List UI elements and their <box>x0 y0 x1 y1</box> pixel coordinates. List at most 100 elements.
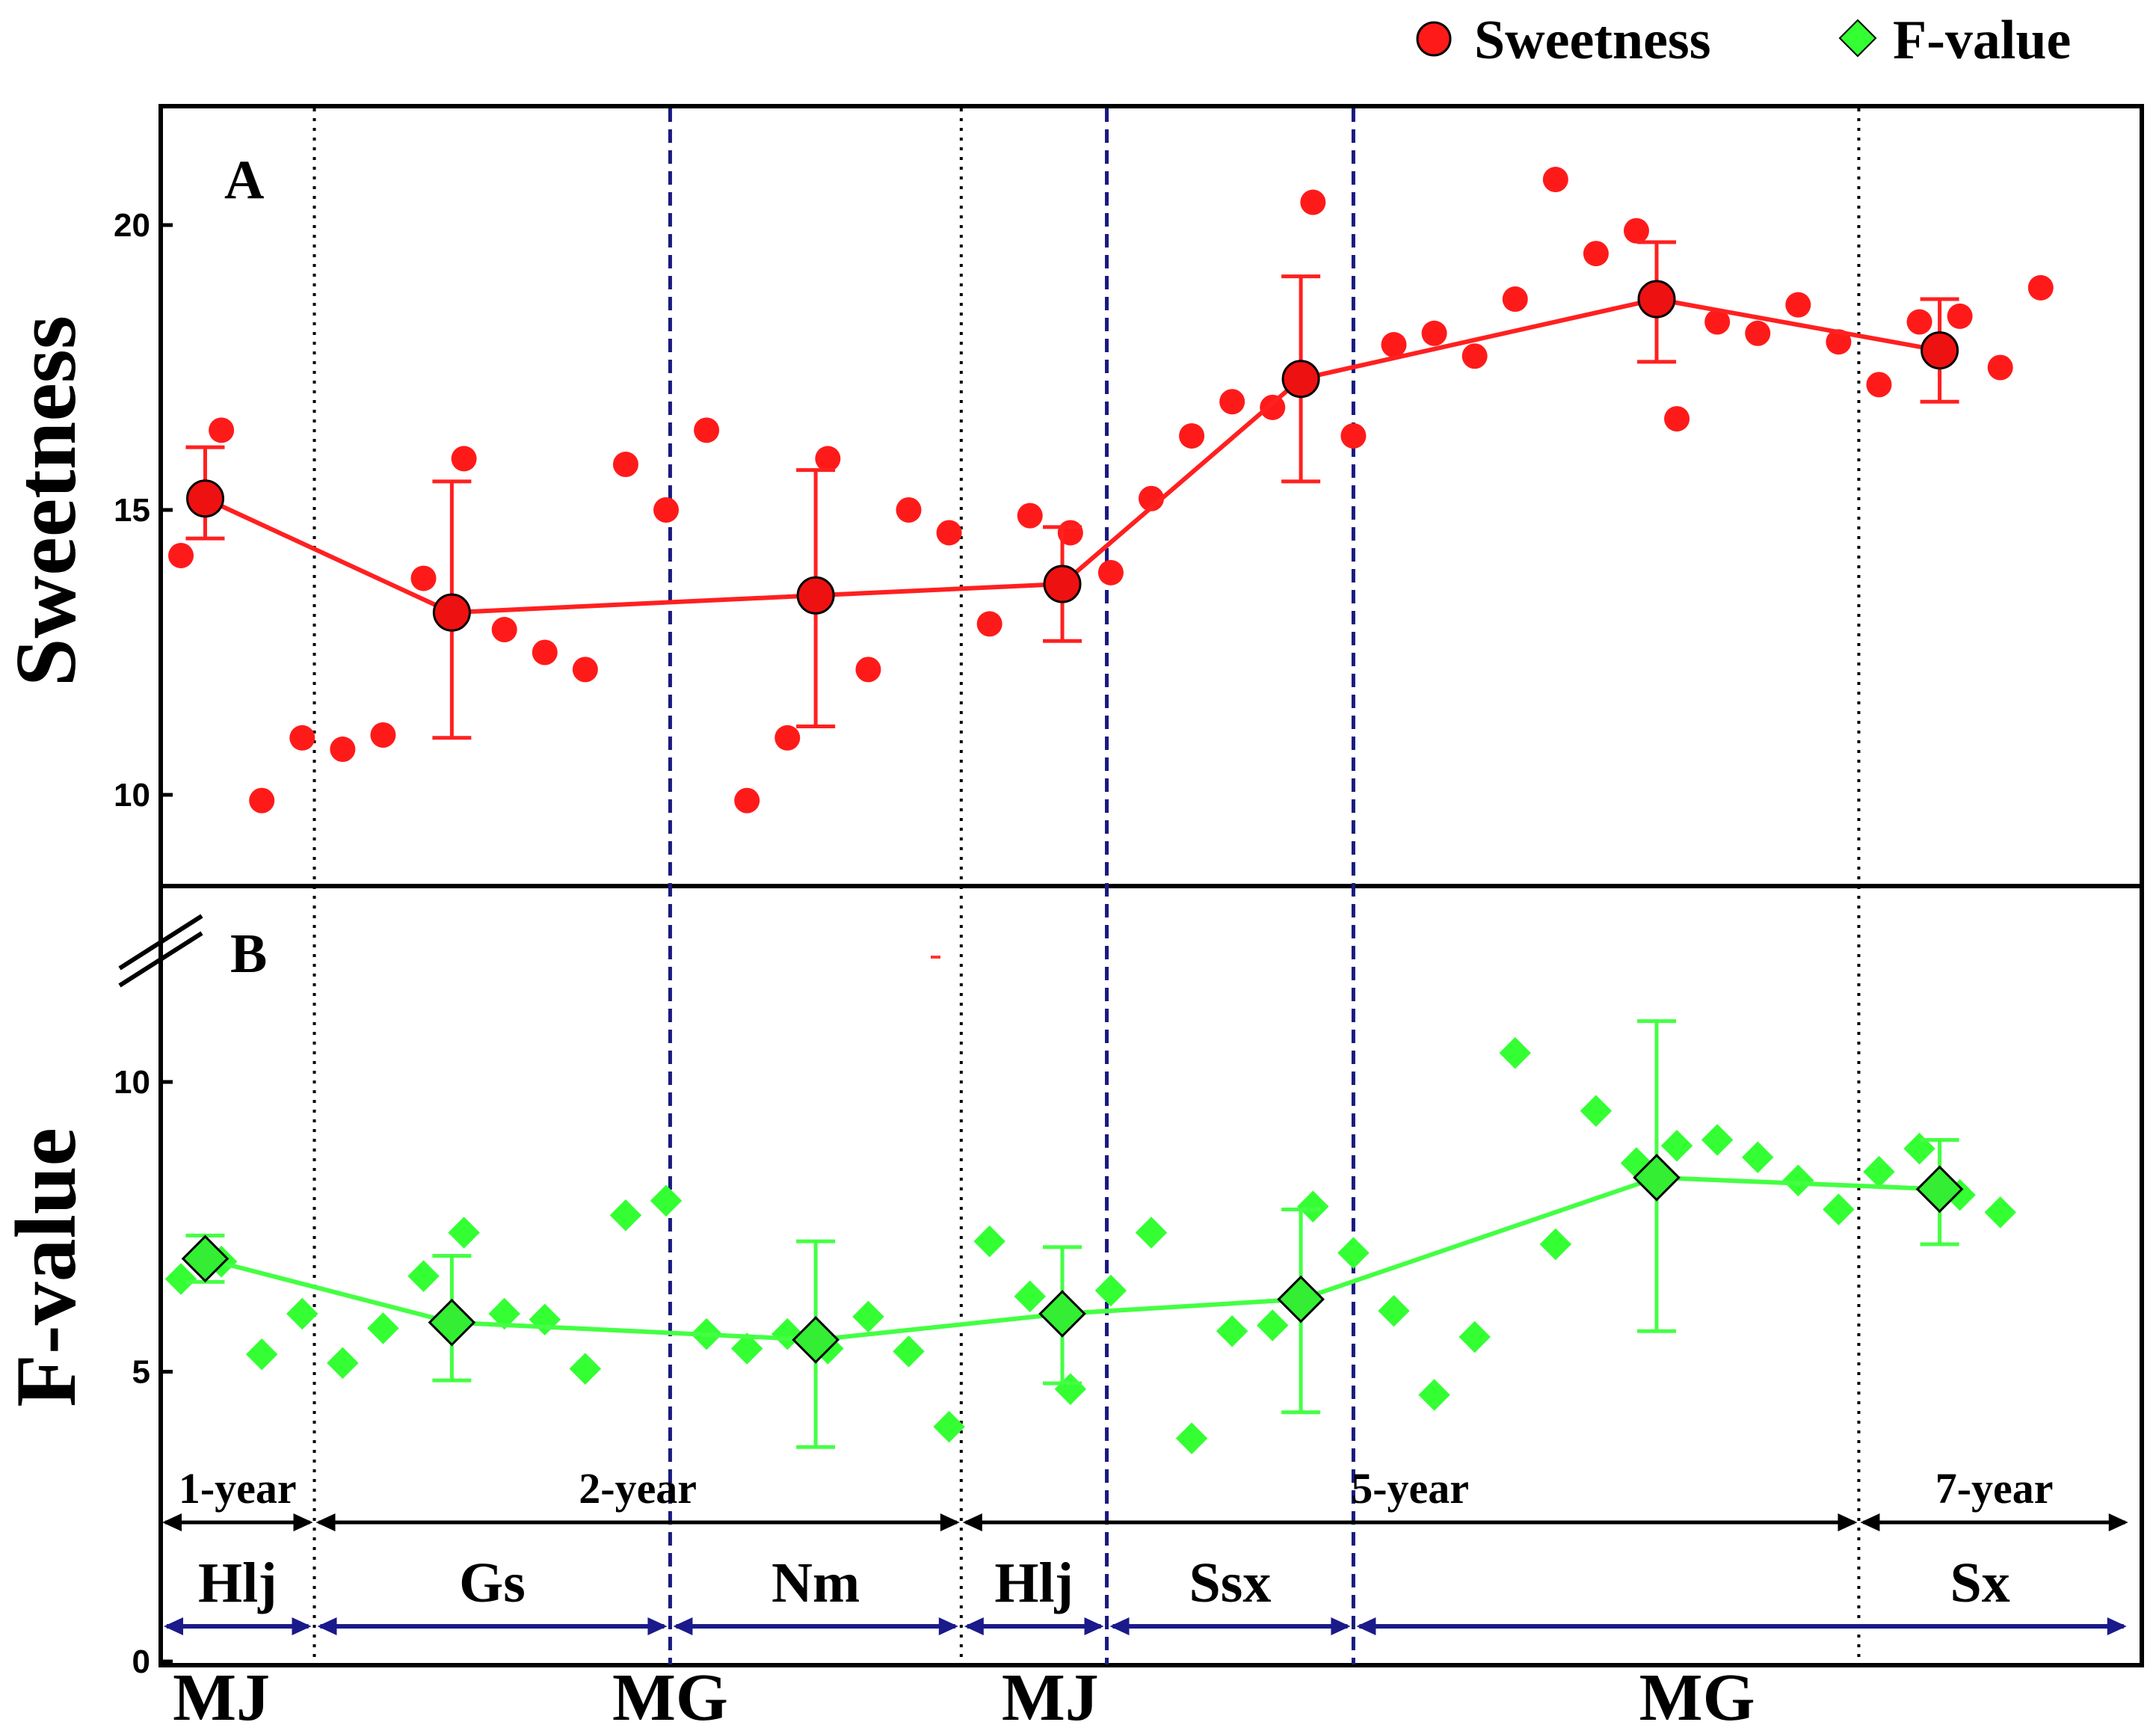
period-label: 5-year <box>1351 1464 1469 1513</box>
sweetness-point <box>774 725 801 751</box>
fvalue-mean-marker <box>792 1316 840 1364</box>
sweetness-point <box>1300 189 1326 215</box>
y-tick-label-fvalue: 0 <box>132 1644 150 1680</box>
fvalue-point <box>1539 1228 1572 1261</box>
legend-fvalue-marker <box>1838 19 1877 58</box>
legend: Sweetness F-value <box>1416 10 2071 71</box>
region-label: Nm <box>771 1552 860 1614</box>
sweetness-point <box>1583 241 1609 267</box>
fvalue-point <box>973 1225 1005 1258</box>
sweetness-point <box>1260 394 1286 420</box>
fvalue-point <box>529 1303 561 1335</box>
region-arrow-head-right <box>1084 1617 1104 1635</box>
fvalue-point <box>1054 1373 1087 1405</box>
sweetness-point <box>249 787 275 814</box>
region-arrow-head-left <box>1356 1617 1376 1635</box>
fvalue-point <box>1701 1124 1734 1156</box>
y-axis-title-fvalue: F-value <box>0 1128 94 1407</box>
fvalue-mean-marker <box>1277 1275 1325 1323</box>
y-tick-label-sweetness: 10 <box>114 777 150 814</box>
species-label: MJ <box>1002 1661 1099 1731</box>
sweetness-point <box>1462 343 1488 369</box>
fvalue-point <box>488 1297 520 1330</box>
period-arrow-head-left <box>315 1513 336 1531</box>
sweetness-mean-marker <box>185 479 224 518</box>
species-label: MG <box>1639 1661 1755 1731</box>
fvalue-point <box>1135 1217 1168 1249</box>
period-arrow-head-right <box>1838 1513 1858 1531</box>
sweetness-point <box>1906 309 1932 335</box>
species-label: MJ <box>173 1661 270 1731</box>
fvalue-point <box>852 1300 884 1333</box>
sweetness-point <box>330 737 356 763</box>
fvalue-point <box>730 1332 763 1365</box>
region-arrow-head-right <box>647 1617 668 1635</box>
sweetness-point <box>1745 320 1771 346</box>
axis-break-mark <box>118 931 203 988</box>
panel-label-a: A <box>224 150 264 211</box>
fvalue-point <box>1499 1037 1531 1069</box>
fvalue-point <box>1742 1141 1774 1173</box>
sweetness-point <box>209 417 235 443</box>
y-axis-title-sweetness: Sweetness <box>0 316 94 686</box>
sweetness-point <box>2027 274 2054 301</box>
fvalue-point <box>609 1199 642 1232</box>
fvalue-point <box>1984 1196 2016 1229</box>
fvalue-point <box>367 1312 399 1344</box>
sweetness-point <box>1542 167 1568 193</box>
region-arrow-head-left <box>1109 1617 1130 1635</box>
sweetness-point <box>289 725 315 751</box>
period-arrow-head-left <box>1860 1513 1880 1531</box>
period-arrow-head-right <box>293 1513 313 1531</box>
species-labels: MJ MG MJ MG <box>173 1661 1755 1731</box>
fvalue-point <box>1459 1320 1491 1353</box>
fvalue-point <box>407 1260 440 1292</box>
period-label: 1-year <box>179 1464 297 1513</box>
sweetness-point <box>1097 559 1124 585</box>
region-arrow-head-right <box>2107 1617 2127 1635</box>
fvalue-point <box>327 1347 359 1380</box>
sweetness-point <box>815 446 841 472</box>
sweetness-point <box>1947 303 1973 329</box>
sweetness-point <box>370 722 396 748</box>
region-label: Sx <box>1950 1552 2010 1614</box>
fvalue-point <box>893 1335 925 1368</box>
fvalue-point <box>1216 1315 1248 1347</box>
fvalue-point <box>1094 1274 1127 1307</box>
sweetness-point <box>1381 332 1407 358</box>
plot-frame <box>118 104 2144 1667</box>
sweetness-point <box>451 446 477 472</box>
region-arrow-head-right <box>938 1617 958 1635</box>
panel-label-b: B <box>230 923 267 985</box>
y-tick-label-fvalue: 5 <box>132 1354 150 1391</box>
sweetness-point <box>1219 389 1245 415</box>
sweetness-point <box>491 617 517 643</box>
fvalue-mean-marker <box>1633 1154 1681 1202</box>
sweetness-point <box>896 497 922 523</box>
sweetness-point <box>1987 354 2013 381</box>
sweetness-point <box>532 639 558 665</box>
sweetness-point <box>1866 372 1892 398</box>
y-tick-label-sweetness: 20 <box>114 207 150 244</box>
sweetness-point <box>653 497 680 523</box>
period-arrow-head-left <box>162 1513 182 1531</box>
sweetness-mean-marker <box>1281 360 1320 399</box>
sweetness-point <box>976 611 1002 637</box>
legend-fvalue-label: F-value <box>1893 10 2071 71</box>
sweetness-point <box>612 452 638 478</box>
sweetness-mean-marker <box>1637 280 1676 319</box>
region-arrow-head-left <box>164 1617 183 1635</box>
sweetness-point <box>734 787 760 814</box>
fvalue-point <box>1418 1379 1450 1411</box>
period-label: 2-year <box>579 1464 697 1513</box>
y-tick-label-sweetness: 15 <box>114 492 150 529</box>
fvalue-mean-marker <box>1915 1165 1964 1214</box>
fvalue-point <box>1175 1422 1208 1454</box>
sweetness-point <box>168 542 194 568</box>
region-arrow-head-left <box>317 1617 337 1635</box>
period-arrow-head-left <box>962 1513 982 1531</box>
region-arrow-head-left <box>673 1617 693 1635</box>
fvalue-point <box>1297 1190 1329 1223</box>
sweetness-point <box>1502 286 1528 313</box>
fvalue-mean-marker <box>181 1235 230 1283</box>
